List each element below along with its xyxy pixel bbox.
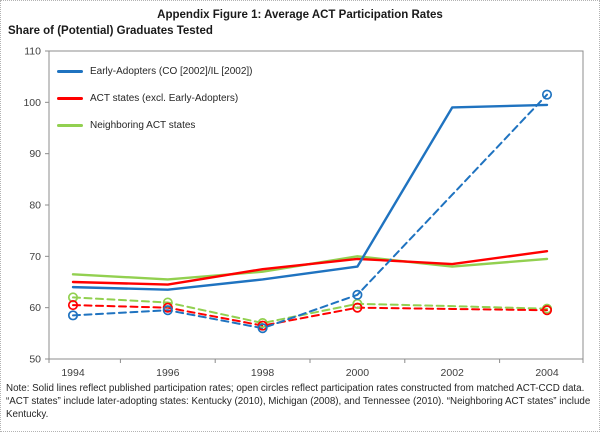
x-tick-label: 2000 [346,367,370,379]
x-tick-label: 1994 [61,367,85,379]
note-line: Kentucky. [6,409,49,420]
series-line [72,93,548,330]
legend-item: Early-Adopters (CO [2002]/IL [2002]) [57,65,253,78]
x-tick-label: 1998 [251,367,275,379]
legend-swatch [57,97,83,100]
note-line: “ACT states” include later-adopting stat… [6,396,591,407]
y-tick-label: 110 [24,46,41,58]
figure-note: Note: Solid lines reflect published part… [6,382,595,421]
legend-swatch [57,70,83,73]
x-tick-label: 2004 [535,367,559,379]
data-point-marker [67,310,79,321]
series-line [71,103,549,291]
data-point-marker [541,305,553,316]
data-point-marker [67,300,79,311]
data-point-marker [352,302,363,313]
chart-plot: 110 100 90 80 70 60 50 1994 1996 1998 2000 2002 2004 [23,46,584,379]
y-axis-title: Share of (Potential) Graduates Tested [8,25,213,37]
y-tick-label: 60 [29,302,41,314]
data-point-marker [162,305,173,316]
series-line [72,304,548,327]
legend-label: ACT states (excl. Early-Adopters) [90,93,239,104]
series-line [71,249,549,286]
data-point-marker [257,323,268,334]
y-tick-label: 80 [29,200,41,212]
legend-swatch [57,124,83,127]
chart-legend: Early-Adopters (CO [2002]/IL [2002]) ACT … [57,65,253,146]
y-tick-label: 50 [29,354,41,366]
y-tick-label: 100 [23,97,41,109]
x-tick-label: 1996 [156,367,180,379]
chart-title: Appendix Figure 1: Average ACT Participa… [157,9,443,21]
legend-item: Neighboring ACT states [57,119,253,132]
note-line: Note: Solid lines reflect published part… [6,383,585,394]
legend-label: Early-Adopters (CO [2002]/IL [2002]) [90,66,253,77]
x-tick-label: 2002 [441,367,465,379]
data-point-marker [352,289,363,300]
y-tick-label: 90 [29,148,41,160]
legend-label: Neighboring ACT states [90,120,196,131]
data-point-marker [541,89,553,100]
legend-item: ACT states (excl. Early-Adopters) [57,92,253,105]
y-tick-label: 70 [29,251,41,263]
